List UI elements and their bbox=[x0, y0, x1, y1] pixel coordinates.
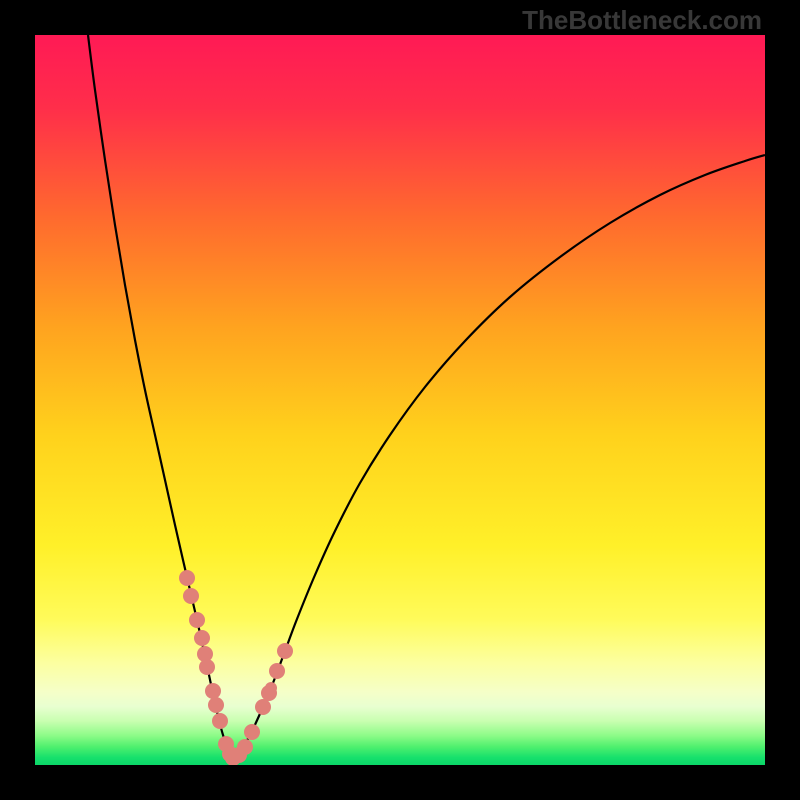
data-marker bbox=[212, 713, 228, 729]
data-marker bbox=[189, 612, 205, 628]
data-marker bbox=[237, 739, 253, 755]
data-marker bbox=[277, 643, 293, 659]
data-marker bbox=[261, 685, 277, 701]
data-marker bbox=[255, 699, 271, 715]
data-marker bbox=[205, 683, 221, 699]
watermark-text: TheBottleneck.com bbox=[522, 5, 762, 36]
chart-frame: TheBottleneck.com bbox=[0, 0, 800, 800]
data-marker bbox=[183, 588, 199, 604]
data-marker bbox=[208, 697, 224, 713]
curve-right-arm bbox=[233, 155, 765, 758]
data-marker bbox=[269, 663, 285, 679]
data-marker bbox=[244, 724, 260, 740]
data-marker bbox=[199, 659, 215, 675]
plot-area bbox=[35, 35, 765, 765]
bottleneck-curve bbox=[35, 35, 765, 765]
data-marker bbox=[194, 630, 210, 646]
data-marker bbox=[179, 570, 195, 586]
